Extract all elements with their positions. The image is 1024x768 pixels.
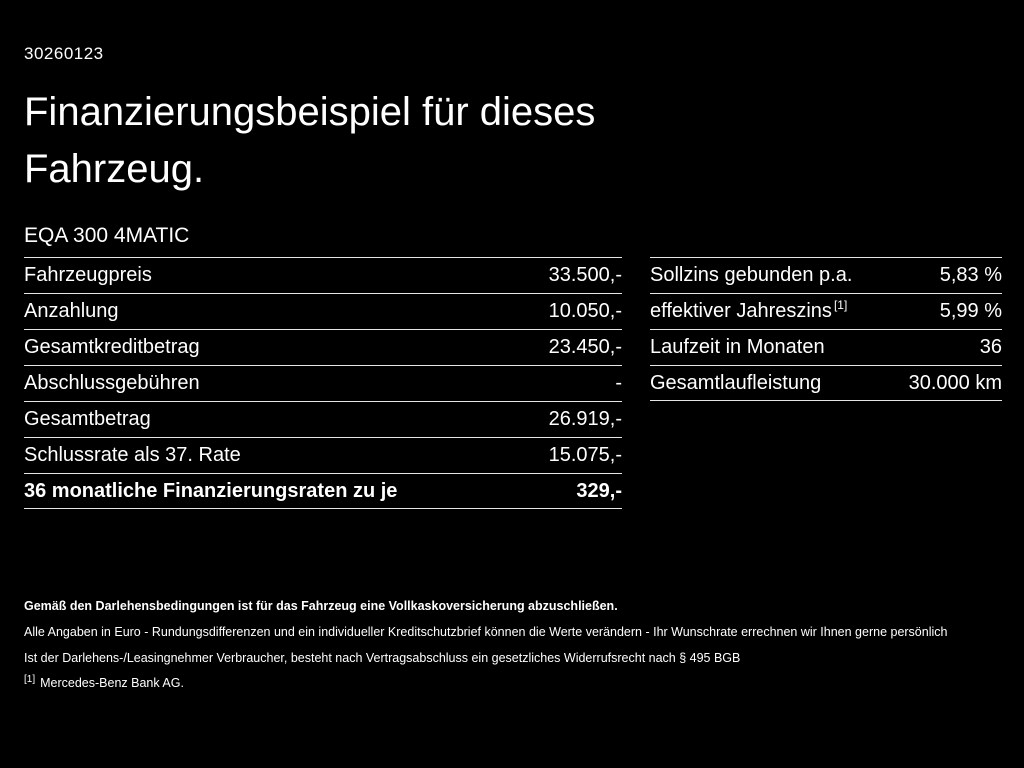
table-row: Abschlussgebühren - <box>24 365 622 401</box>
row-label: Fahrzeugpreis <box>24 264 152 286</box>
row-label: Gesamtbetrag <box>24 408 151 430</box>
row-label: Schlussrate als 37. Rate <box>24 444 241 466</box>
page-title: Finanzierungsbeispiel für dieses Fahrzeu… <box>24 84 1002 198</box>
page-title-line1: Finanzierungsbeispiel für dieses <box>24 90 596 134</box>
row-label: Anzahlung <box>24 300 119 322</box>
row-value: 26.919,- <box>548 408 622 430</box>
finance-table: Fahrzeugpreis 33.500,- Anzahlung 10.050,… <box>24 257 622 509</box>
footer-footnote: [1] Mercedes-Benz Bank AG. <box>24 673 994 691</box>
row-label: Sollzins gebunden p.a. <box>650 264 853 286</box>
row-value: 10.050,- <box>548 300 622 322</box>
table-row-monthly-rate: 36 monatliche Finanzierungsraten zu je 3… <box>24 473 622 509</box>
row-label: Gesamtkreditbetrag <box>24 336 200 358</box>
row-value: 23.450,- <box>548 336 622 358</box>
row-value: 36 <box>979 336 1002 358</box>
row-value: 5,83 % <box>939 264 1002 286</box>
footnote-reference: [1] <box>833 298 848 313</box>
row-label: Abschlussgebühren <box>24 372 200 394</box>
vehicle-model-label: EQA 300 4MATIC <box>24 224 190 247</box>
conditions-table: Sollzins gebunden p.a. 5,83 % effektiver… <box>650 257 1002 401</box>
row-label: Laufzeit in Monaten <box>650 336 825 358</box>
table-row: Anzahlung 10.050,- <box>24 293 622 329</box>
footer-disclaimer-1: Alle Angaben in Euro - Rundungsdifferenz… <box>24 625 948 640</box>
footer-insurance-note: Gemäß den Darlehensbedingungen ist für d… <box>24 599 618 613</box>
row-value: 329,- <box>576 479 622 502</box>
footnote-marker: [1] <box>24 673 36 685</box>
table-row: Gesamtlaufleistung 30.000 km <box>650 365 1002 401</box>
row-label: effektiver Jahreszins [1] <box>650 298 848 322</box>
footer-disclaimer-2: Ist der Darlehens-/Leasingnehmer Verbrau… <box>24 650 741 665</box>
tables-area: Fahrzeugpreis 33.500,- Anzahlung 10.050,… <box>24 257 1002 509</box>
table-row: Gesamtkreditbetrag 23.450,- <box>24 329 622 365</box>
main-content: 30260123 Finanzierungsbeispiel für diese… <box>24 44 1002 509</box>
table-row: Schlussrate als 37. Rate 15.075,- <box>24 437 622 473</box>
page-title-line2: Fahrzeug. <box>24 147 205 191</box>
row-value: 33.500,- <box>548 264 622 286</box>
table-row: Gesamtbetrag 26.919,- <box>24 401 622 437</box>
document-id: 30260123 <box>24 44 104 63</box>
legal-footer: Gemäß den Darlehensbedingungen ist für d… <box>24 598 994 691</box>
row-value: - <box>615 372 622 394</box>
table-row: Fahrzeugpreis 33.500,- <box>24 257 622 293</box>
footnote-text: Mercedes-Benz Bank AG. <box>40 675 184 690</box>
row-label: 36 monatliche Finanzierungsraten zu je <box>24 479 398 502</box>
table-row: Laufzeit in Monaten 36 <box>650 329 1002 365</box>
table-row: effektiver Jahreszins [1] 5,99 % <box>650 293 1002 329</box>
row-value: 5,99 % <box>939 300 1002 322</box>
row-value: 15.075,- <box>548 444 622 466</box>
table-row: Sollzins gebunden p.a. 5,83 % <box>650 257 1002 293</box>
row-value: 30.000 km <box>908 371 1002 394</box>
row-label: Gesamtlaufleistung <box>650 371 822 394</box>
